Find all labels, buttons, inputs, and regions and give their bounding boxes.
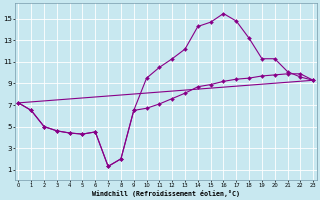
X-axis label: Windchill (Refroidissement éolien,°C): Windchill (Refroidissement éolien,°C) [92,190,240,197]
